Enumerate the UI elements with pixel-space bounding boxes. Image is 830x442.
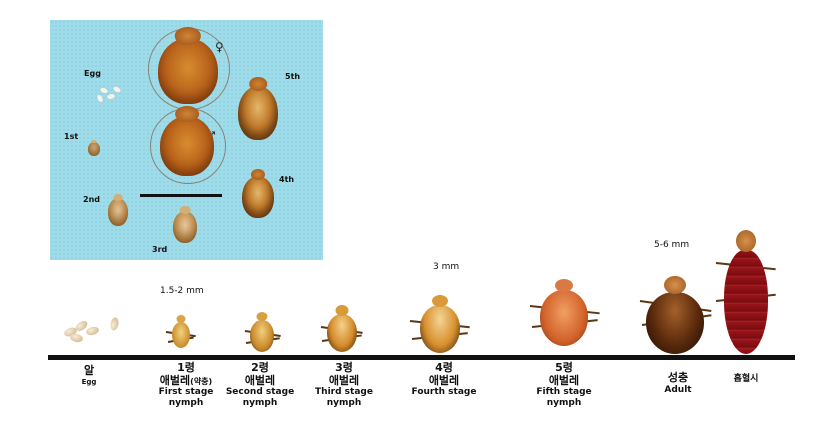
photo-label-egg: Egg <box>84 69 101 78</box>
stage-label-second: 2령 애벌레 Second stage nymph <box>225 361 295 408</box>
photo-adult-female <box>158 38 218 104</box>
stage-label-fourth: 4령 애벌레 Fourth stage <box>411 361 477 398</box>
size-label-adult: 5-6 mm <box>654 240 690 250</box>
photo-label-1st: 1st <box>64 132 79 141</box>
size-label-fourth: 3 mm <box>433 262 460 272</box>
stage-label-fifth: 5령 애벌레 Fifth stage nymph <box>536 361 592 408</box>
photo-third-instar <box>173 211 197 243</box>
photo-scale-bar <box>140 194 222 197</box>
photo-first-instar <box>88 142 100 156</box>
photo-fourth-instar <box>242 176 274 218</box>
photo-adult-male <box>160 116 214 176</box>
photo-fifth-instar <box>238 86 278 140</box>
photo-label-4th: 4th <box>279 175 295 184</box>
scale-baseline <box>48 355 795 360</box>
life-cycle-photo: Egg 1st 2nd 3rd 4th 5th ♀ ♂ <box>50 20 323 260</box>
photo-label-3rd: 3rd <box>152 245 168 254</box>
photo-second-instar <box>108 198 128 226</box>
stage-label-egg: 알 Egg <box>81 364 97 386</box>
stage-label-adult: 성충 Adult <box>664 371 692 395</box>
size-label-first: 1.5-2 mm <box>160 286 204 296</box>
stage-label-third: 3령 애벌레 Third stage nymph <box>315 361 373 408</box>
photo-label-5th: 5th <box>285 72 301 81</box>
stage-label-engorged: 흡혈시 <box>733 374 759 384</box>
stage-label-first: 1령 애벌레(약충) First stage nymph <box>158 361 214 408</box>
photo-label-2nd: 2nd <box>83 195 100 204</box>
